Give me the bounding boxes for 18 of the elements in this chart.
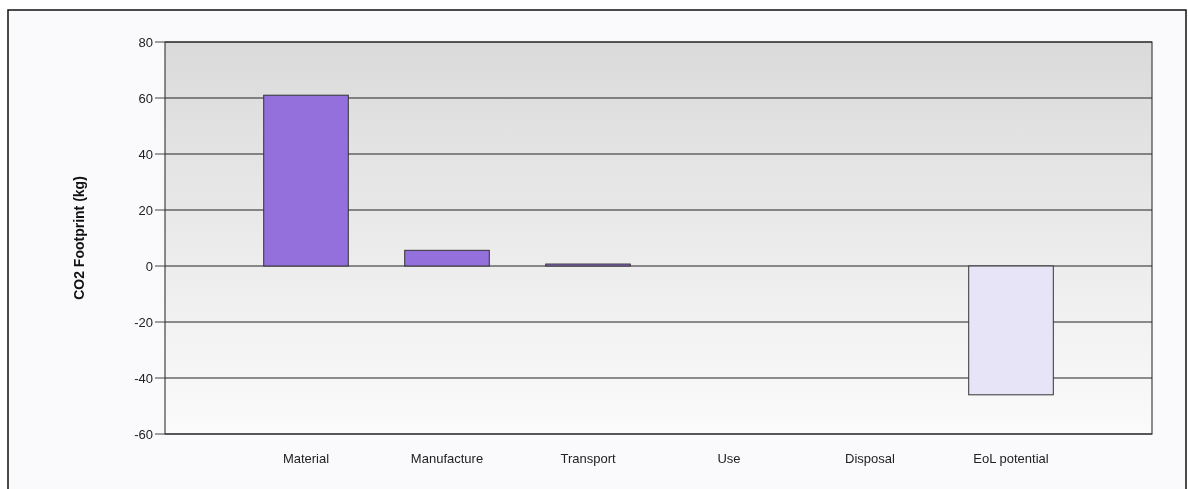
y-tick-label: -40 <box>134 370 153 386</box>
bar <box>968 265 1054 396</box>
x-tick-label: Transport <box>560 451 616 466</box>
bar <box>404 249 490 267</box>
x-tick-label: Manufacture <box>410 451 484 466</box>
x-tick-label: EoL potential <box>973 451 1049 466</box>
y-axis-title: CO2 Footprint (kg) <box>71 176 87 300</box>
y-tick-label: -60 <box>134 426 153 442</box>
y-tick-label: 60 <box>138 90 153 106</box>
y-tick-label: 40 <box>138 146 153 162</box>
x-tick-label: Material <box>282 451 330 466</box>
y-tick-label: 20 <box>138 202 153 218</box>
x-tick-label: Use <box>717 451 741 466</box>
bar <box>263 94 349 267</box>
y-tick-label: 80 <box>138 34 153 50</box>
y-tick-label: -20 <box>134 314 153 330</box>
y-tick-label: 0 <box>145 258 153 274</box>
x-tick-label: Disposal <box>845 451 896 466</box>
